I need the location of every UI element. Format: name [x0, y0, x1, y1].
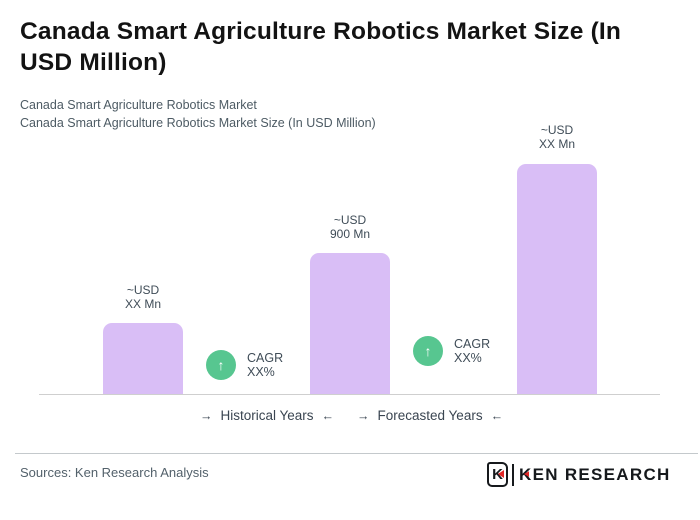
- bar-1-label-line-2: XX Mn: [124, 297, 161, 311]
- legend-forecasted-years: → Forecasted Years ←: [357, 408, 503, 423]
- cagr-annotation-1: ↑ CAGR XX%: [206, 350, 283, 380]
- bar-3-label-line-1: ~USD: [540, 123, 574, 137]
- footer-divider: [15, 453, 698, 454]
- bar-2-label-line-1: ~USD: [333, 213, 367, 227]
- left-arrow-icon: ←: [490, 409, 504, 423]
- growth-up-arrow-icon: ↑: [206, 350, 236, 380]
- bar-base-year: [310, 253, 390, 394]
- ken-research-wordmark: K EN RESEARCH: [519, 465, 671, 484]
- left-arrow-icon: ←: [321, 409, 335, 423]
- sources-text: Sources: Ken Research Analysis: [20, 465, 209, 480]
- cagr-text-2: CAGR XX%: [454, 337, 490, 365]
- up-arrow-glyph: ↑: [424, 343, 432, 359]
- page-title: Canada Smart Agriculture Robotics Market…: [20, 18, 622, 76]
- right-arrow-icon: →: [200, 409, 213, 423]
- axis-period-legend: → Historical Years ← → Forecasted Years ←: [0, 408, 700, 430]
- legend-historical-label: Historical Years: [220, 408, 314, 423]
- badge-red-triangle-icon: [498, 470, 504, 478]
- cagr-1-line-2: XX%: [247, 365, 275, 379]
- badge-letter: K: [492, 466, 503, 483]
- chart-subtitle: Canada Smart Agriculture Robotics Market…: [20, 96, 376, 132]
- logo-separator: [512, 463, 514, 486]
- cagr-annotation-2: ↑ CAGR XX%: [413, 336, 490, 366]
- cagr-2-line-1: CAGR: [454, 337, 491, 351]
- legend-historical-years: → Historical Years ←: [200, 408, 334, 423]
- growth-up-arrow-icon: ↑: [413, 336, 443, 366]
- bar-historical: [103, 323, 183, 394]
- chart-subtitle-line-1: Canada Smart Agriculture Robotics Market: [20, 98, 257, 112]
- bar-1-label-line-1: ~USD: [126, 283, 160, 297]
- up-arrow-glyph: ↑: [217, 357, 225, 373]
- bar-value-label-historical: ~USD XX Mn: [83, 283, 203, 311]
- cagr-1-line-1: CAGR: [247, 351, 284, 365]
- ken-research-badge-icon: K: [487, 462, 508, 487]
- bar-value-label-base: ~USD 900 Mn: [290, 213, 410, 241]
- x-axis-line: [39, 394, 660, 395]
- wordmark-rest: EN RESEARCH: [532, 465, 671, 484]
- wordmark-red-triangle-icon: [524, 470, 529, 477]
- ken-research-logo: K K EN RESEARCH: [487, 461, 671, 488]
- chart-subtitle-line-2: Canada Smart Agriculture Robotics Market…: [20, 116, 376, 130]
- cagr-2-line-2: XX%: [454, 351, 482, 365]
- bar-forecast: [517, 164, 597, 394]
- cagr-text-1: CAGR XX%: [247, 351, 283, 379]
- bar-value-label-forecast: ~USD XX Mn: [497, 123, 617, 151]
- legend-forecasted-label: Forecasted Years: [377, 408, 483, 423]
- right-arrow-icon: →: [357, 409, 370, 423]
- bar-3-label-line-2: XX Mn: [538, 137, 575, 151]
- bar-2-label-line-2: 900 Mn: [329, 227, 371, 241]
